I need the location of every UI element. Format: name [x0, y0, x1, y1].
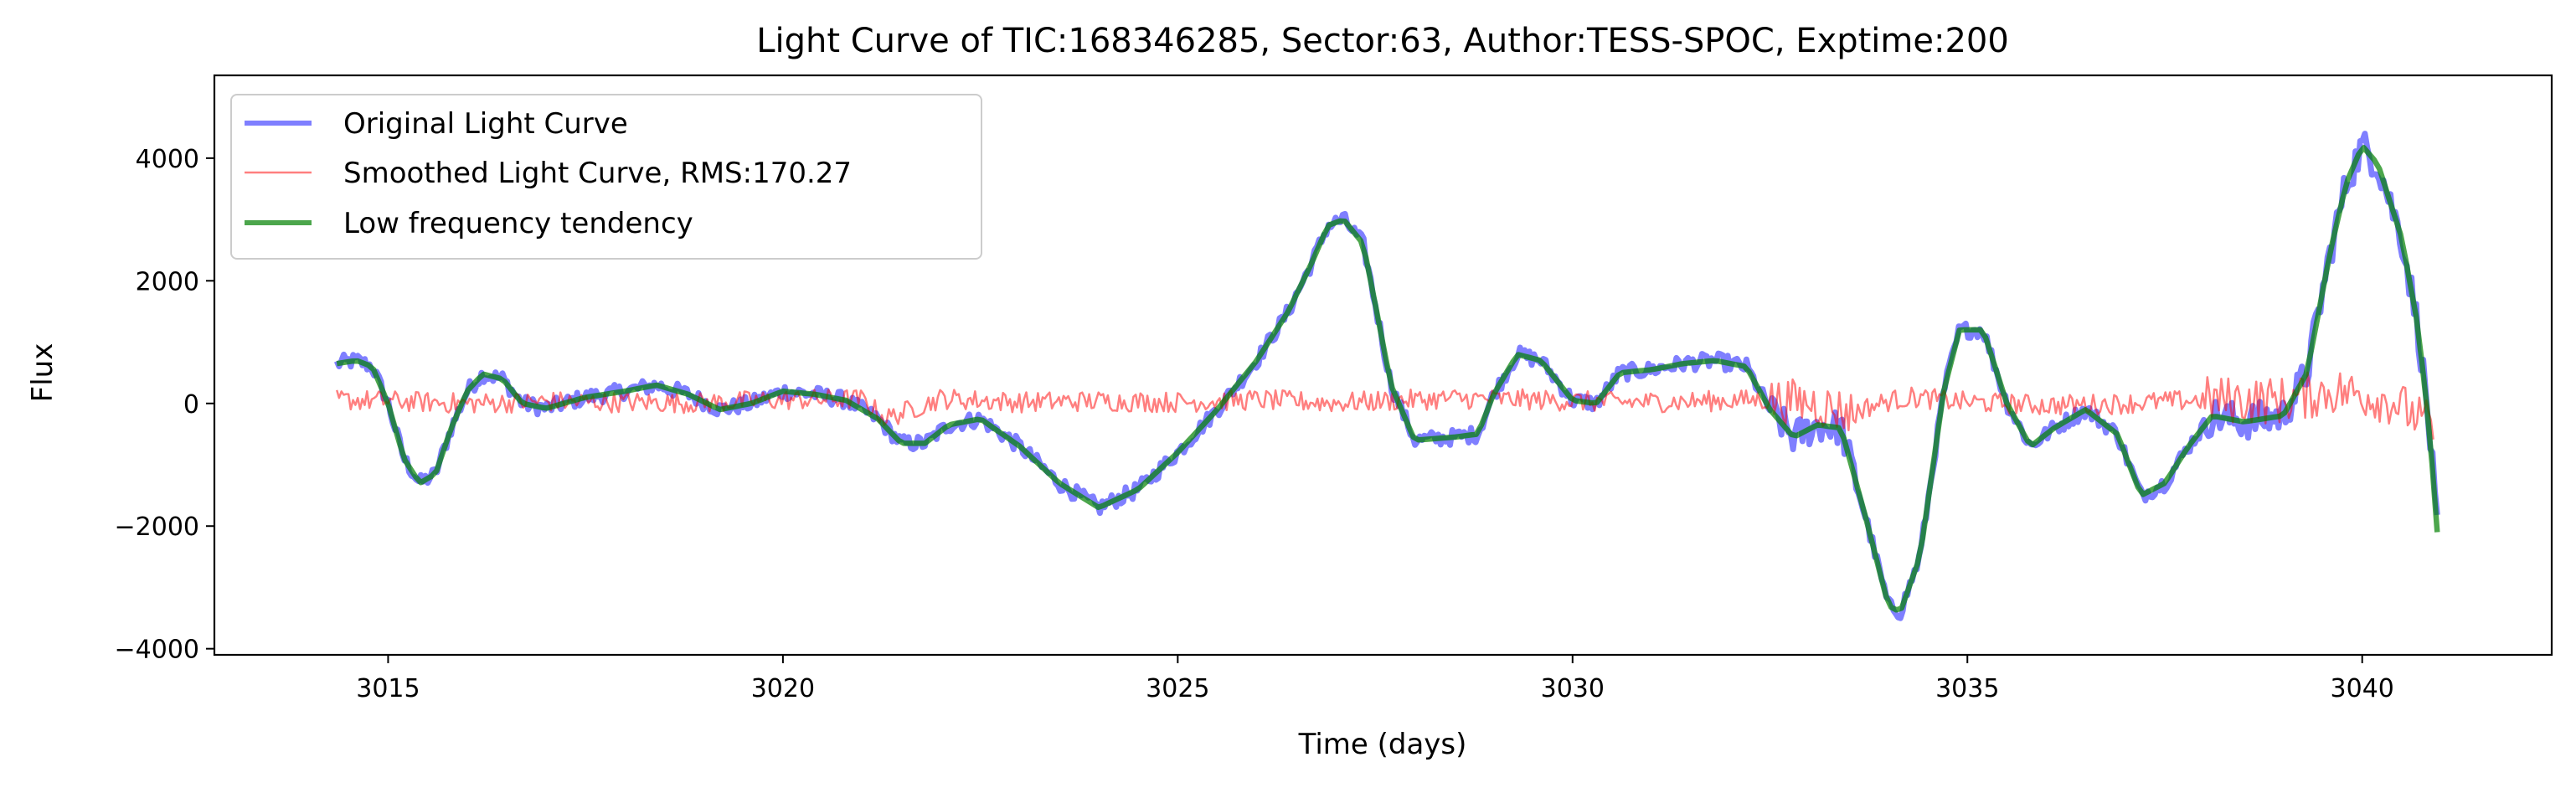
legend: Original Light Curve Smoothed Light Curv… — [230, 94, 982, 260]
x-tick-label: 3030 — [1541, 674, 1605, 703]
x-tick-label: 3015 — [356, 674, 420, 703]
series-smoothed-light-curve — [335, 371, 2434, 440]
x-tick-label: 3040 — [2331, 674, 2394, 703]
plot-frame — [213, 74, 2553, 657]
x-tick-label: 3035 — [1935, 674, 1999, 703]
y-tick-label: 0 — [183, 390, 199, 420]
y-tick-label: −2000 — [115, 512, 199, 542]
legend-label-low-frequency: Low frequency tendency — [343, 207, 693, 240]
legend-box — [230, 94, 982, 260]
x-tick-label: 3020 — [751, 674, 815, 703]
x-tick-label: 3025 — [1146, 674, 1209, 703]
y-axis-label: Flux — [26, 343, 59, 403]
legend-label-original: Original Light Curve — [343, 107, 628, 141]
x-axis-ticks: 3015 3020 3025 3030 3035 3040 — [356, 655, 2394, 703]
x-axis-label: Time (days) — [1298, 728, 1467, 761]
y-tick-label: 4000 — [136, 145, 199, 174]
y-axis-ticks: −4000 −2000 0 2000 4000 — [115, 145, 214, 665]
legend-label-smoothed: Smoothed Light Curve, RMS:170.27 — [343, 157, 852, 190]
chart-title: Light Curve of TIC:168346285, Sector:63,… — [756, 22, 2009, 60]
y-tick-label: −4000 — [115, 636, 199, 665]
series-layer — [333, 131, 2440, 621]
series-low-frequency-tendency — [336, 145, 2440, 613]
y-tick-label: 2000 — [136, 267, 199, 296]
